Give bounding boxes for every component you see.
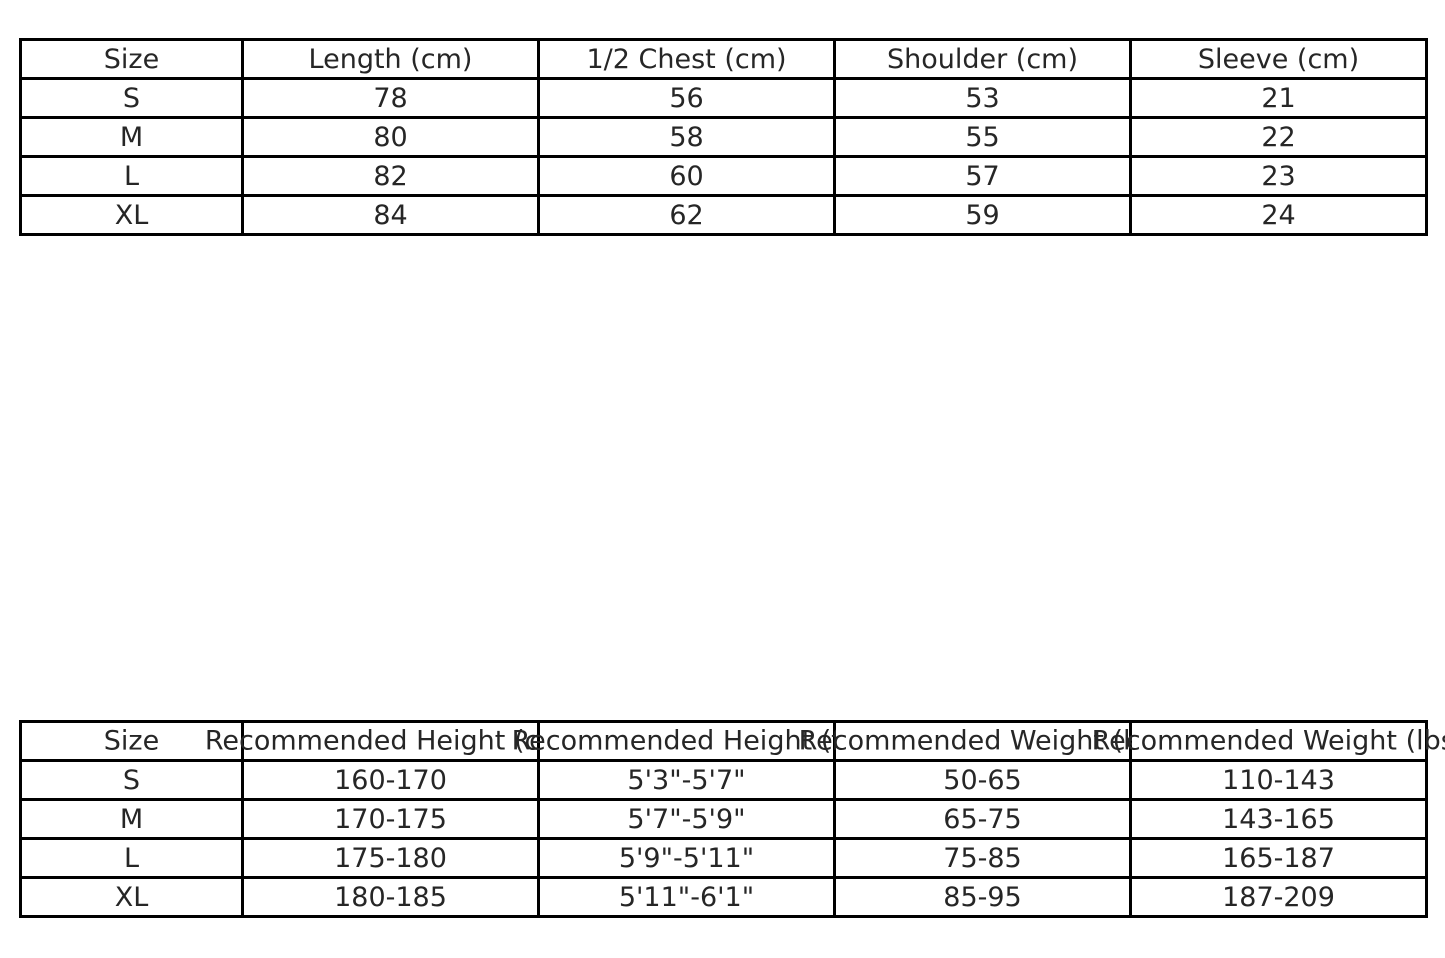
table-row-m: M 80 58 55 22 bbox=[19, 116, 1428, 158]
table-row-l: L 82 60 57 23 bbox=[19, 155, 1428, 197]
table-cell: M bbox=[19, 116, 244, 158]
table-cell: 75-85 bbox=[833, 837, 1132, 879]
table-row-s: S 160-170 5'3"-5'7" 50-65 110-143 bbox=[19, 759, 1428, 801]
table-cell: 5'3"-5'7" bbox=[537, 759, 836, 801]
table-cell: 60 bbox=[537, 155, 836, 197]
table-cell: 170-175 bbox=[241, 798, 540, 840]
table-cell: 180-185 bbox=[241, 876, 540, 918]
table-cell: 62 bbox=[537, 194, 836, 236]
table-cell: 58 bbox=[537, 116, 836, 158]
header-cell-size: Size bbox=[19, 720, 244, 762]
table-cell: 22 bbox=[1129, 116, 1428, 158]
table-cell: 187-209 bbox=[1129, 876, 1428, 918]
header-label: Size bbox=[103, 725, 160, 757]
table-header-row: Size Length (cm) 1/2 Chest (cm) Shoulder… bbox=[19, 38, 1428, 80]
table-cell: S bbox=[19, 759, 244, 801]
header-label: Recommended Weight (kg) bbox=[798, 725, 1167, 757]
header-cell-size: Size bbox=[19, 38, 244, 80]
header-cell-weight-lbs: Recommended Weight (lbs) bbox=[1092, 720, 1445, 762]
table-cell: 82 bbox=[241, 155, 540, 197]
table-cell: 110-143 bbox=[1129, 759, 1428, 801]
table-cell: S bbox=[19, 77, 244, 119]
table-cell: 84 bbox=[241, 194, 540, 236]
header-cell-shoulder: Shoulder (cm) bbox=[833, 38, 1132, 80]
table-cell: 50-65 bbox=[833, 759, 1132, 801]
table-cell: 65-75 bbox=[833, 798, 1132, 840]
table-row-s: S 78 56 53 21 bbox=[19, 77, 1428, 119]
garment-measurements-table: Size Length (cm) 1/2 Chest (cm) Shoulder… bbox=[19, 38, 1428, 236]
table-row-l: L 175-180 5'9"-5'11" 75-85 165-187 bbox=[19, 837, 1428, 879]
table-cell: 160-170 bbox=[241, 759, 540, 801]
fit-recommendations-table: Size Recommended Height (cm) Recommended… bbox=[19, 720, 1445, 918]
table-row-m: M 170-175 5'7"-5'9" 65-75 143-165 bbox=[19, 798, 1428, 840]
table-cell: 59 bbox=[833, 194, 1132, 236]
header-label: Recommended Weight (lbs) bbox=[1091, 725, 1445, 757]
table-cell: XL bbox=[19, 194, 244, 236]
table-cell: 143-165 bbox=[1129, 798, 1428, 840]
table-cell: 5'7"-5'9" bbox=[537, 798, 836, 840]
table-cell: 85-95 bbox=[833, 876, 1132, 918]
table-cell: 5'9"-5'11" bbox=[537, 837, 836, 879]
table-cell: L bbox=[19, 837, 244, 879]
table-cell: 57 bbox=[833, 155, 1132, 197]
header-cell-sleeve: Sleeve (cm) bbox=[1129, 38, 1428, 80]
table-cell: XL bbox=[19, 876, 244, 918]
table-cell: 21 bbox=[1129, 77, 1428, 119]
header-cell-chest: 1/2 Chest (cm) bbox=[537, 38, 836, 80]
header-label: Recommended Height (cm) bbox=[204, 725, 577, 757]
header-cell-height-cm: Recommended Height (cm) bbox=[205, 720, 576, 762]
table-cell: 56 bbox=[537, 77, 836, 119]
table-header-row: Size Recommended Height (cm) Recommended… bbox=[19, 720, 1445, 762]
header-cell-weight-kg: Recommended Weight (kg) bbox=[799, 720, 1166, 762]
table-cell: 80 bbox=[241, 116, 540, 158]
table-row-xl: XL 180-185 5'11"-6'1" 85-95 187-209 bbox=[19, 876, 1428, 918]
table-cell: 23 bbox=[1129, 155, 1428, 197]
table-cell: 24 bbox=[1129, 194, 1428, 236]
header-cell-length: Length (cm) bbox=[241, 38, 540, 80]
table-cell: 5'11"-6'1" bbox=[537, 876, 836, 918]
table-cell: 78 bbox=[241, 77, 540, 119]
table-row-xl: XL 84 62 59 24 bbox=[19, 194, 1428, 236]
table-cell: 175-180 bbox=[241, 837, 540, 879]
table-cell: 55 bbox=[833, 116, 1132, 158]
table-cell: 53 bbox=[833, 77, 1132, 119]
table-cell: M bbox=[19, 798, 244, 840]
table-cell: L bbox=[19, 155, 244, 197]
header-label: Recommended Height (ft) bbox=[511, 725, 862, 757]
table-cell: 165-187 bbox=[1129, 837, 1428, 879]
header-cell-height-ft: Recommended Height (ft) bbox=[512, 720, 861, 762]
